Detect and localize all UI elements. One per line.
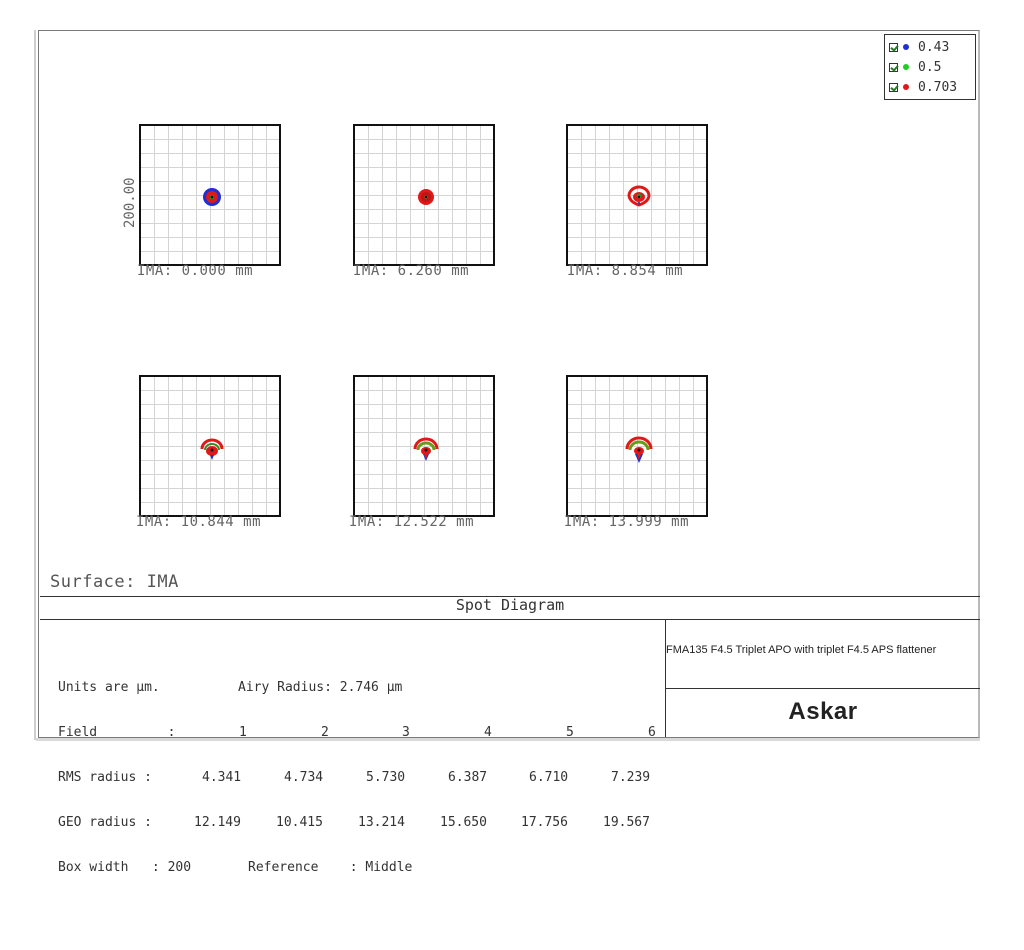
legend-item-0[interactable]: 0.43 — [889, 38, 949, 56]
legend-dot-icon — [903, 84, 909, 90]
field-label-1: IMA: 0.000 mm — [137, 263, 254, 279]
spot-pattern-field-3 — [627, 185, 651, 207]
geo-value: 10.415 — [276, 815, 323, 830]
legend-checkbox-icon[interactable] — [889, 42, 898, 52]
legend-item-2[interactable]: 0.703 — [889, 78, 957, 96]
field-number: 1 — [239, 725, 247, 740]
units-text: Units are µm. — [58, 680, 160, 695]
divider-vertical — [665, 619, 666, 737]
field-label-5: IMA: 12.522 mm — [349, 514, 475, 530]
legend-checkbox-icon[interactable] — [889, 62, 898, 72]
spot-pattern-field-6 — [625, 436, 653, 463]
legend-dot-icon — [903, 44, 909, 50]
geo-value: 15.650 — [440, 815, 487, 830]
divider-desc — [665, 688, 980, 689]
info-geo-row: GEO radius : 12.149 10.415 13.214 15.650… — [58, 815, 650, 830]
field-label-3: IMA: 8.854 mm — [567, 263, 684, 279]
geo-value: 13.214 — [358, 815, 405, 830]
info-box-row: Box width : 200 Reference : Middle — [58, 860, 412, 875]
field-number: 4 — [484, 725, 492, 740]
wavelength-legend: 0.43 0.5 0.703 — [884, 34, 976, 100]
spot-pattern-field-4 — [200, 438, 224, 460]
legend-dot-icon — [903, 64, 909, 70]
spot-plot-field-6 — [566, 375, 708, 517]
rms-value: 4.341 — [202, 770, 242, 785]
legend-label: 0.703 — [918, 79, 958, 95]
divider-top — [40, 596, 980, 597]
field-label-4: IMA: 10.844 mm — [136, 514, 262, 530]
rms-value: 6.387 — [448, 770, 488, 785]
field-number: 2 — [321, 725, 329, 740]
spot-pattern-field-5 — [413, 437, 439, 461]
field-number: 5 — [566, 725, 574, 740]
spot-info-table: Units are µm. Airy Radius: 2.746 µm Fiel… — [58, 650, 656, 890]
field-label-6: IMA: 13.999 mm — [564, 514, 690, 530]
spot-plot-field-1 — [139, 124, 281, 266]
box-width-text: Box width : 200 — [58, 860, 192, 875]
info-field-row: Field : 1 2 3 4 5 6 — [58, 725, 656, 740]
reference-text: Reference : Middle — [248, 860, 413, 875]
rms-value: 6.710 — [529, 770, 569, 785]
legend-item-1[interactable]: 0.5 — [889, 58, 941, 76]
divider-title — [40, 619, 980, 620]
rms-value: 5.730 — [366, 770, 406, 785]
airy-radius-text: Airy Radius: 2.746 µm — [238, 680, 403, 695]
window-shadow-left — [34, 30, 36, 740]
field-number: 6 — [648, 725, 656, 740]
legend-checkbox-icon[interactable] — [889, 82, 898, 92]
geo-value: 19.567 — [603, 815, 650, 830]
spot-plot-field-2 — [353, 124, 495, 266]
geo-value: 17.756 — [521, 815, 568, 830]
geo-value: 12.149 — [194, 815, 241, 830]
info-rms-row: RMS radius : 4.341 4.734 5.730 6.387 6.7… — [58, 770, 650, 785]
system-description: FMA135 F4.5 Triplet APO with triplet F4.… — [666, 644, 937, 656]
field-row-label: Field : — [58, 725, 176, 740]
window-shadow-bottom — [36, 738, 980, 741]
rms-value: 7.239 — [611, 770, 651, 785]
brand-logo: Askar — [788, 698, 858, 725]
legend-label: 0.43 — [918, 39, 950, 55]
rms-value: 4.734 — [284, 770, 324, 785]
spot-pattern-field-1 — [203, 188, 221, 206]
diagram-title: Spot Diagram — [455, 596, 565, 614]
spot-plot-field-5 — [353, 375, 495, 517]
field-number: 3 — [402, 725, 410, 740]
surface-label: Surface: IMA — [50, 572, 179, 592]
rms-row-label: RMS radius : — [58, 770, 152, 785]
geo-row-label: GEO radius : — [58, 815, 152, 830]
field-label-2: IMA: 6.260 mm — [353, 263, 470, 279]
legend-label: 0.5 — [918, 59, 942, 75]
spot-pattern-field-2 — [418, 189, 434, 205]
box-scale-label: 200.00 — [122, 177, 138, 228]
spot-plot-field-3 — [566, 124, 708, 266]
spot-plot-field-4 — [139, 375, 281, 517]
info-units-row: Units are µm. Airy Radius: 2.746 µm — [58, 680, 402, 695]
